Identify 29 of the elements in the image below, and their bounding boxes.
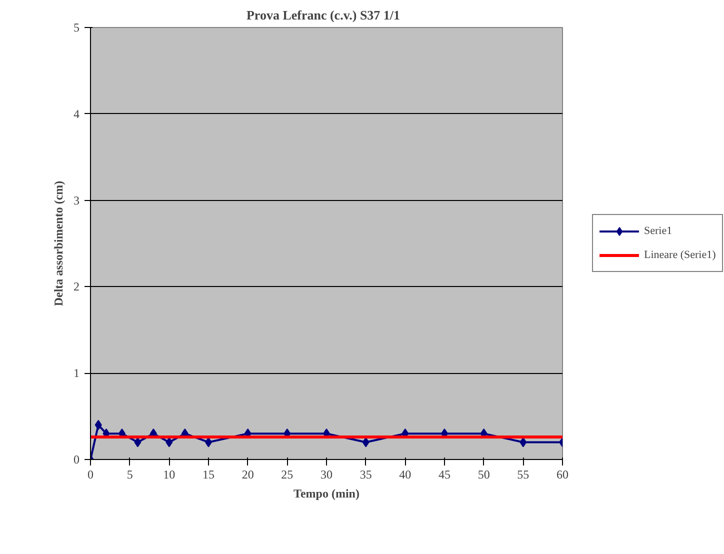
x-tick-label: 60 <box>556 468 568 482</box>
y-tick-label: 0 <box>74 452 80 466</box>
y-tick-label: 5 <box>74 20 80 34</box>
legend-label: Lineare (Serie1) <box>644 249 716 261</box>
x-tick-label: 35 <box>360 468 372 482</box>
x-tick-label: 50 <box>478 468 490 482</box>
x-tick-label: 30 <box>320 468 332 482</box>
y-axis-title: Delta assorbimento (cm) <box>52 180 66 306</box>
x-tick-label: 15 <box>202 468 214 482</box>
x-axis-title: Tempo (min) <box>294 486 360 500</box>
point <box>166 437 173 448</box>
x-tick-label: 45 <box>438 468 450 482</box>
y-tick-label: 3 <box>74 193 80 208</box>
y-tick-label: 1 <box>74 366 80 380</box>
x-tick-label: 5 <box>126 468 133 482</box>
chart-title: Prova Lefranc (c.v.) S37 1/1 <box>246 8 400 22</box>
y-tick-label: 4 <box>74 106 80 121</box>
point <box>520 437 527 448</box>
y-tick-label: 2 <box>74 280 80 294</box>
x-tick-label: 55 <box>517 468 530 482</box>
point <box>94 420 102 430</box>
x-tick-label: 0 <box>88 468 94 482</box>
point <box>134 437 142 448</box>
x-tick-label: 40 <box>399 468 412 482</box>
x-tick-label: 20 <box>242 468 254 482</box>
x-tick-label: 10 <box>163 468 176 482</box>
x-tick-label: 25 <box>281 468 294 482</box>
point <box>362 437 370 448</box>
legend-label: Serie1 <box>644 225 672 237</box>
